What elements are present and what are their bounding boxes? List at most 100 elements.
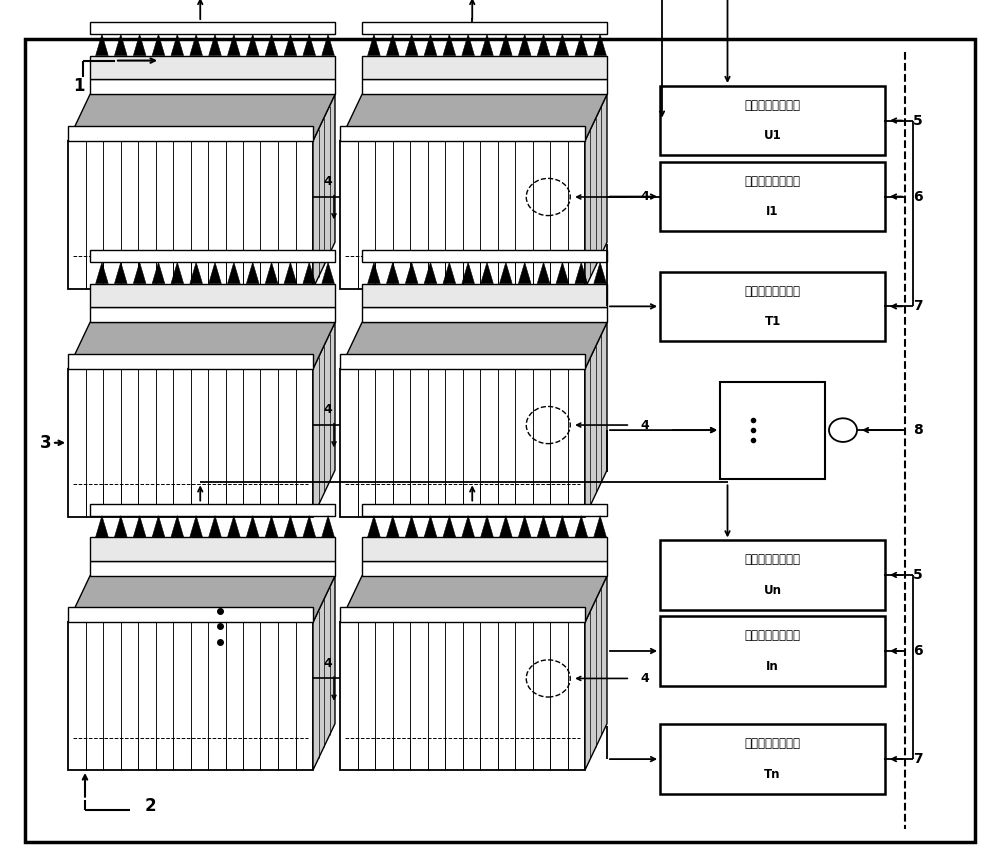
Polygon shape — [190, 35, 202, 55]
Text: 1: 1 — [73, 77, 84, 95]
Polygon shape — [265, 262, 278, 284]
Polygon shape — [322, 35, 334, 55]
Polygon shape — [585, 576, 607, 770]
Polygon shape — [322, 262, 334, 284]
Polygon shape — [265, 516, 278, 537]
Bar — [340, 622, 585, 770]
Bar — [340, 354, 585, 369]
Polygon shape — [594, 262, 606, 284]
Polygon shape — [303, 262, 316, 284]
Bar — [660, 86, 885, 155]
Text: 4: 4 — [640, 672, 649, 685]
Bar — [90, 537, 335, 561]
Text: 8: 8 — [913, 423, 923, 438]
Bar — [660, 162, 885, 231]
Polygon shape — [152, 35, 165, 55]
Polygon shape — [594, 35, 606, 55]
Polygon shape — [575, 516, 588, 537]
Bar — [362, 79, 607, 94]
Polygon shape — [443, 516, 456, 537]
Polygon shape — [246, 35, 259, 55]
Bar — [90, 284, 335, 307]
Polygon shape — [340, 323, 607, 369]
Text: 4: 4 — [323, 657, 332, 670]
Polygon shape — [500, 262, 512, 284]
Bar — [68, 126, 313, 141]
Polygon shape — [481, 262, 493, 284]
Text: 6: 6 — [913, 644, 923, 658]
Text: T1: T1 — [764, 315, 781, 328]
Text: 电压信号采集模块: 电压信号采集模块 — [745, 553, 801, 566]
Text: 3: 3 — [40, 434, 52, 452]
Bar — [660, 540, 885, 609]
Polygon shape — [500, 516, 512, 537]
Text: 温度信号采集模块: 温度信号采集模块 — [745, 737, 801, 751]
Bar — [340, 126, 585, 141]
Polygon shape — [340, 576, 607, 622]
Polygon shape — [518, 516, 531, 537]
Polygon shape — [518, 262, 531, 284]
Text: 温度信号采集模块: 温度信号采集模块 — [745, 285, 801, 298]
Polygon shape — [303, 35, 316, 55]
Bar — [362, 503, 607, 516]
Polygon shape — [114, 35, 127, 55]
Polygon shape — [462, 516, 474, 537]
Polygon shape — [313, 94, 335, 288]
Polygon shape — [114, 262, 127, 284]
Polygon shape — [133, 35, 146, 55]
Polygon shape — [443, 262, 456, 284]
Polygon shape — [575, 262, 588, 284]
Text: 4: 4 — [323, 403, 332, 416]
Polygon shape — [340, 94, 607, 141]
Bar — [340, 141, 585, 288]
Polygon shape — [228, 262, 240, 284]
Polygon shape — [443, 35, 456, 55]
Polygon shape — [462, 35, 474, 55]
Polygon shape — [387, 262, 399, 284]
Polygon shape — [96, 262, 108, 284]
Text: 5: 5 — [913, 114, 923, 128]
Text: 4: 4 — [323, 175, 332, 188]
Polygon shape — [152, 262, 165, 284]
Polygon shape — [209, 35, 221, 55]
Polygon shape — [462, 262, 474, 284]
Polygon shape — [585, 323, 607, 517]
Polygon shape — [171, 262, 184, 284]
Text: U1: U1 — [764, 129, 781, 142]
Polygon shape — [246, 516, 259, 537]
Polygon shape — [537, 262, 550, 284]
Polygon shape — [284, 516, 297, 537]
Bar — [90, 250, 335, 262]
Polygon shape — [405, 262, 418, 284]
Text: 7: 7 — [913, 299, 923, 313]
Polygon shape — [537, 35, 550, 55]
Polygon shape — [209, 262, 221, 284]
Polygon shape — [209, 516, 221, 537]
Polygon shape — [68, 323, 335, 369]
Polygon shape — [387, 516, 399, 537]
Bar — [340, 607, 585, 622]
Bar — [720, 381, 825, 479]
Polygon shape — [114, 516, 127, 537]
Polygon shape — [585, 94, 607, 288]
Bar — [660, 272, 885, 341]
Bar — [362, 561, 607, 576]
Polygon shape — [405, 516, 418, 537]
Bar — [660, 724, 885, 794]
Polygon shape — [518, 35, 531, 55]
Polygon shape — [68, 576, 335, 622]
Polygon shape — [133, 262, 146, 284]
Polygon shape — [556, 35, 569, 55]
Bar — [362, 537, 607, 561]
Bar — [90, 503, 335, 516]
Text: 6: 6 — [913, 190, 923, 204]
Polygon shape — [284, 35, 297, 55]
Bar — [68, 369, 313, 517]
Polygon shape — [424, 262, 437, 284]
Text: 电流信号采集模块: 电流信号采集模块 — [745, 629, 801, 642]
Text: Tn: Tn — [764, 768, 781, 781]
Bar — [362, 307, 607, 323]
Polygon shape — [152, 516, 165, 537]
Polygon shape — [424, 516, 437, 537]
Bar — [90, 55, 335, 79]
